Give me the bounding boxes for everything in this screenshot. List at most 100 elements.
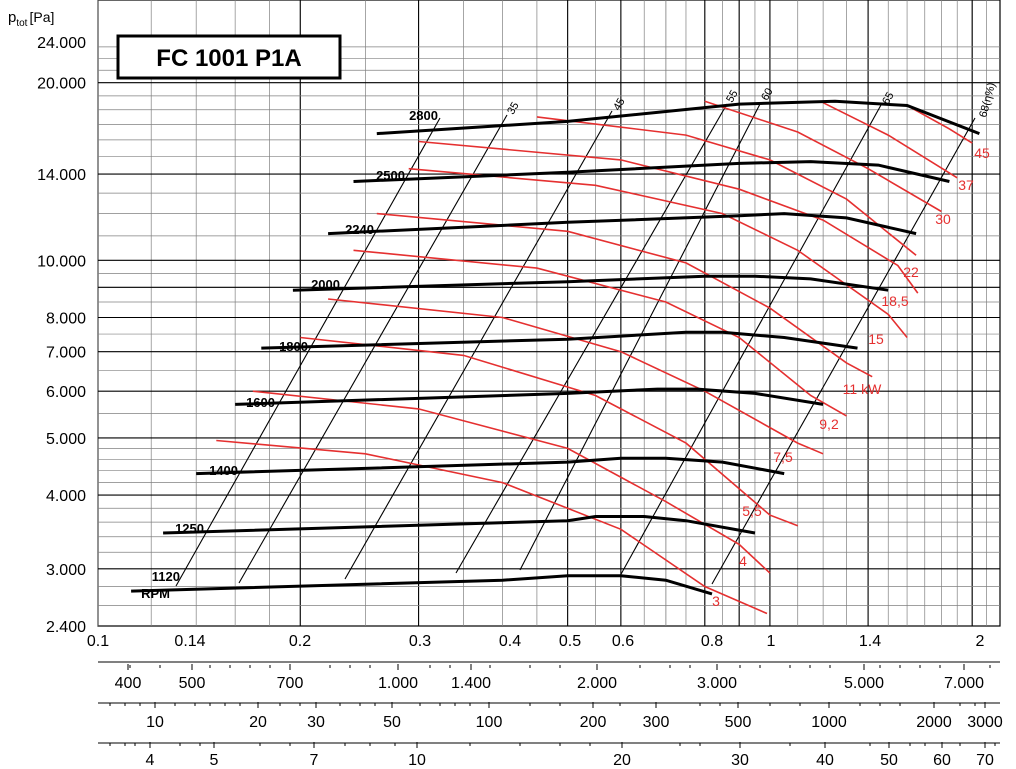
rpm-curve	[196, 456, 785, 476]
power-curve	[252, 390, 771, 574]
x-axis-1-tick-label: 0.4	[499, 633, 521, 650]
power-curve	[906, 104, 973, 144]
power-curve	[216, 439, 768, 615]
power-curve	[704, 100, 942, 213]
power-curve-label: 11 kW	[843, 381, 882, 397]
efficiency-label: 68(η%)	[977, 81, 998, 118]
y-tick-label: 2.400	[46, 619, 86, 636]
y-tick-label: 6.000	[46, 384, 86, 401]
efficiency-line	[344, 110, 613, 580]
efficiency-label: 60	[759, 86, 776, 103]
x-axis-4-tick-label: 70	[976, 752, 994, 769]
x-axis-4-tick-label: 20	[613, 752, 631, 769]
y-tick-label: 5.000	[46, 431, 86, 448]
x-axis-4-tick-label: 10	[408, 752, 426, 769]
x-axis-4-tick-label: 4	[146, 752, 155, 769]
rpm-curve	[292, 274, 889, 292]
x-axis-1-tick-label: 0.3	[409, 633, 431, 650]
x-axis-4-tick-label: 40	[816, 752, 834, 769]
power-curve-label: 3	[712, 593, 720, 609]
y-tick-label: 8.000	[46, 311, 86, 328]
rpm-curves: 2800 2500 2240 2000 1800 1600 1400 1250 1120 RPM	[131, 99, 980, 601]
power-curve-label: 30	[935, 211, 951, 227]
efficiency-line	[238, 114, 508, 584]
x-axis-2-tick-label: 1.000	[378, 675, 418, 692]
x-axis-4-tick-label: 30	[731, 752, 749, 769]
x-axis-2-tick-label: 7.000	[944, 675, 984, 692]
power-curve	[822, 101, 958, 179]
x-axis-3-tick-label: 3000	[967, 714, 1003, 731]
x-axis-1-tick-label: 0.6	[612, 633, 634, 650]
x-axis-4-tick-label: 7	[310, 752, 319, 769]
rpm-curve	[353, 160, 950, 183]
x-axis-1-tick-label: 0.14	[174, 633, 205, 650]
x-axis-3-tick-label: 10	[146, 714, 164, 731]
power-curve-label: 37	[958, 177, 974, 193]
rpm-curve-label: 1600	[246, 395, 275, 410]
power-curve	[418, 140, 919, 294]
rpm-curve-label: 1250	[175, 521, 204, 536]
title-box	[116, 34, 342, 80]
rpm-curve-label: 2500	[376, 168, 405, 183]
x-axis-2-tick-label: 2.000	[577, 675, 617, 692]
rpm-curve-label: 1400	[209, 463, 238, 478]
power-curve-label: 5,5	[742, 503, 762, 519]
rpm-curve	[235, 387, 824, 406]
x-axis-1-tick-label: 0.8	[701, 633, 723, 650]
efficiency-lines: 35 45 55 60 65 68(η%)	[175, 81, 998, 587]
x-axis-1-tick-label: 1	[767, 633, 776, 650]
rpm-unit-label: RPM	[141, 586, 170, 601]
efficiency-label: 45	[611, 96, 628, 113]
x-axis-1-tick-label: 0.1	[87, 633, 109, 650]
y-tick-label: 10.000	[37, 253, 86, 270]
rpm-curve	[131, 574, 713, 596]
power-curve	[353, 249, 847, 417]
y-axis-label: ptot [Pa]	[8, 9, 54, 29]
x-axis-1-tick-label: 1.4	[859, 633, 881, 650]
x-axis-1-tick-label: 2	[976, 633, 985, 650]
y-tick-label: 24.000	[37, 35, 86, 52]
efficiency-label: 65	[880, 90, 897, 107]
x-axes: 0.1 0.14 0.2 0.3 0.4 0.5 0.6 0.8 1 1.4 2 400 500 700 1…	[87, 633, 1003, 769]
rpm-curve	[163, 515, 756, 535]
x-axis-2-tick-label: 1.400	[451, 675, 491, 692]
chart-title: FC 1001 P1A	[156, 45, 301, 72]
efficiency-label: 55	[724, 88, 741, 105]
power-curve-label: 7,5	[773, 449, 793, 465]
rpm-curve-label: 2240	[345, 222, 374, 237]
power-curve-label: 18,5	[881, 293, 908, 309]
x-axis-1-tick-label: 0.5	[559, 633, 581, 650]
y-tick-label: 20.000	[37, 76, 86, 93]
x-axis-3-tick-label: 2000	[916, 714, 952, 731]
y-tick-label: 7.000	[46, 345, 86, 362]
x-axis-2-tick-label: 500	[179, 675, 206, 692]
x-axis-1-tick-label: 0.2	[289, 633, 311, 650]
x-axis-3-tick-label: 30	[307, 714, 325, 731]
rpm-curve-label: 1800	[279, 339, 308, 354]
power-curve-label: 15	[868, 331, 884, 347]
x-axis-4-tick-label: 50	[880, 752, 898, 769]
x-axis-3-tick-label: 500	[725, 714, 752, 731]
x-axis-3-tick-label: 50	[383, 714, 401, 731]
efficiency-line	[519, 103, 761, 571]
x-axis-3-tick-label: 100	[476, 714, 503, 731]
x-axis-2-tick-label: 5.000	[844, 675, 884, 692]
power-curve	[536, 116, 917, 256]
x-axis-2-tick-label: 3.000	[697, 675, 737, 692]
rpm-curve-label: 2000	[311, 277, 340, 292]
rpm-curve-label: 2800	[409, 108, 438, 123]
x-axis-4-tick-label: 60	[933, 752, 951, 769]
rpm-curve	[261, 330, 858, 350]
power-curve	[328, 298, 824, 455]
x-axis-4-tick-label: 5	[210, 752, 219, 769]
y-tick-label: 4.000	[46, 488, 86, 505]
efficiency-line	[619, 104, 882, 577]
rpm-curve	[328, 212, 917, 236]
power-curve	[300, 336, 798, 527]
power-curve	[376, 212, 873, 378]
efficiency-line	[711, 117, 976, 585]
power-curve-label: 9,2	[819, 416, 839, 432]
x-axis-2-tick-label: 400	[115, 675, 142, 692]
